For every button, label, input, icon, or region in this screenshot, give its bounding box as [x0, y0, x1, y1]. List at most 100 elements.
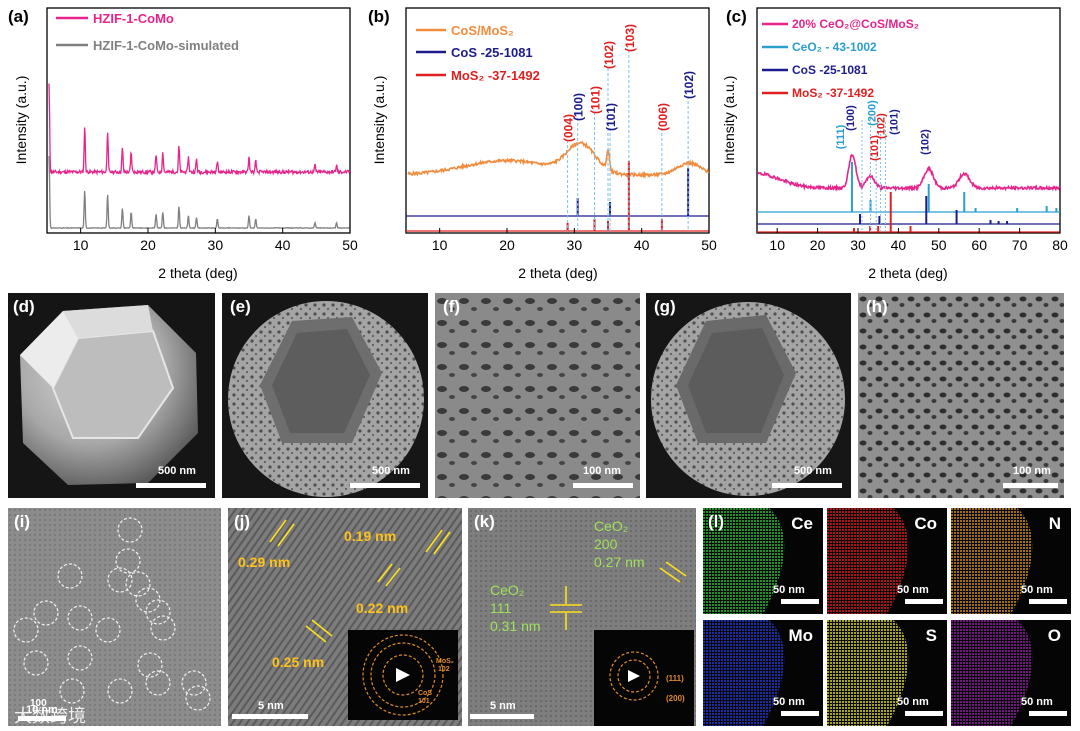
panel-letter-j: (j) [234, 512, 251, 531]
panel-letter-i: (i) [14, 512, 31, 531]
d-spacing-2: 0.19 nm [344, 528, 397, 544]
peak-label: (102) [876, 113, 888, 139]
d-spacing-4: 0.25 nm [272, 654, 325, 670]
sem-image-f: 100 nm (f) [435, 293, 640, 498]
peak-label: (101) [888, 109, 900, 135]
ylabel-b: Intensity (a.u.) [371, 76, 387, 165]
scale-bar [781, 599, 819, 604]
chart-c: (c) 20% CeO₂@CoS/MoS₂ CeO₂ - 43-1002 CoS… [721, 7, 1068, 281]
panel-a: (a) HZIF-1-CoMo HZIF-1-CoMo-simulated 10… [0, 0, 360, 285]
x-tick-label: 20 [810, 237, 826, 253]
peak-label: (101) [604, 103, 618, 131]
peak-label: (100) [572, 93, 586, 121]
panel-b: (b) CoS/MoS₂ CoS -25-1081 MoS₂ -37-1492 … [360, 0, 720, 285]
tem-image-j: 0.29 nm 0.19 nm 0.22 nm 0.25 nm MoS₂ 102… [228, 508, 462, 726]
eds-map-s: S 50 nm [827, 620, 947, 726]
legend-c-2: CoS -25-1081 [792, 63, 868, 77]
nanoparticle-circle [107, 678, 133, 704]
tem-image-i: 100 10 nm 大数跨境 (i) [8, 508, 221, 726]
x-tick-label: 50 [931, 237, 947, 253]
element-label: O [1047, 626, 1061, 645]
peak-label: (101) [869, 135, 881, 161]
d-spacing-1: 0.29 nm [238, 554, 291, 570]
scale-bar-k [470, 714, 534, 719]
x-tick-label: 70 [1012, 237, 1028, 253]
scale-bar-g [772, 483, 842, 488]
panel-letter-a: (a) [8, 7, 29, 26]
series-hzif1-como [48, 83, 351, 177]
scale-bar [781, 711, 819, 716]
scale-bar-e [350, 483, 420, 488]
scale-label-j: 5 nm [258, 700, 284, 712]
legend-c-0: 20% CeO₂@CoS/MoS₂ [792, 17, 919, 31]
x-tick-label: 20 [140, 237, 156, 253]
x-tick-label: 10 [73, 237, 89, 253]
panel-letter-l: (l) [708, 512, 725, 531]
ce-label-1c: 0.27 nm [594, 554, 645, 570]
series-hzif1-como-simulated [48, 155, 350, 230]
legend-c-3: MoS₂ -37-1492 [792, 86, 874, 100]
scale-bar-j [232, 714, 308, 719]
nanoparticle-circle [150, 615, 176, 641]
nanoparticle-circle [145, 599, 171, 625]
scale-label-f: 100 nm [583, 465, 621, 477]
saed-label-2: CoS [418, 690, 432, 697]
element-label: Mo [788, 626, 813, 645]
peak-label: (111) [835, 124, 847, 149]
panel-letter-f: (f) [443, 297, 460, 316]
element-label: S [925, 626, 937, 645]
xlabel-a: 2 theta (deg) [158, 265, 237, 281]
panel-letter-h: (h) [866, 297, 888, 316]
scale-bar [1029, 711, 1067, 716]
peak-label: (200) [867, 100, 879, 126]
scale-bar [1029, 599, 1067, 604]
nanoparticle-circle [23, 650, 49, 676]
ylabel-a: Intensity (a.u.) [13, 76, 29, 165]
x-tick-label: 40 [634, 237, 650, 253]
x-tick-label: 30 [850, 237, 866, 253]
nanoparticle-circle [107, 567, 133, 593]
nanoparticle-circle [57, 563, 83, 589]
sem-image-d: 500 nm (d) [8, 293, 215, 498]
panel-letter-d: (d) [13, 297, 35, 316]
eds-map-co: Co 50 nm [827, 508, 947, 614]
x-tick-label: 50 [701, 237, 717, 253]
saed-label-k1: (111) [666, 674, 684, 683]
peak-label: (103) [623, 24, 637, 52]
nanoparticle-circle [13, 617, 39, 643]
scale-top-i: 100 [30, 698, 47, 709]
scale-bar [905, 599, 943, 604]
ce-label-2b: 111 [490, 600, 512, 616]
x-tick-label: 40 [275, 237, 291, 253]
nanoparticle-circle [67, 645, 93, 671]
panel-letter-e: (e) [230, 297, 251, 316]
scale-label-e: 500 nm [372, 465, 410, 477]
nanoparticle-circle [135, 587, 161, 613]
peak-label: (102) [602, 41, 616, 69]
x-tick-label: 30 [208, 237, 224, 253]
eds-map-n: N 50 nm [951, 508, 1071, 614]
x-tick-label: 40 [891, 237, 907, 253]
saed-label-1: MoS₂ [436, 658, 454, 665]
eds-map-mo: Mo 50 nm [703, 620, 823, 726]
element-label: Ce [791, 514, 813, 533]
legend-c-1: CeO₂ - 43-1002 [792, 40, 877, 54]
nanoparticle-circle [117, 517, 143, 543]
series-cos-mos2 [407, 140, 710, 179]
panel-letter-c: (c) [726, 7, 747, 26]
xlabel-b: 2 theta (deg) [518, 265, 597, 281]
element-label: N [1048, 514, 1061, 533]
nanoparticle-circle [67, 605, 93, 631]
chart-b: (b) CoS/MoS₂ CoS -25-1081 MoS₂ -37-1492 … [368, 7, 717, 281]
peak-label: (100) [845, 105, 857, 131]
peak-label: (102) [682, 71, 696, 99]
scale-label: 50 nm [1021, 584, 1053, 596]
scale-label: 50 nm [773, 584, 805, 596]
scale-label-k: 5 nm [490, 700, 516, 712]
sem-image-g: 500 nm (g) [646, 293, 851, 498]
saed-label-2b: 101 [418, 698, 430, 705]
sem-image-e: 500 nm (e) [222, 293, 428, 498]
peak-label: (004) [562, 114, 576, 142]
scale-label: 50 nm [773, 696, 805, 708]
scale-label-h: 100 nm [1013, 465, 1051, 477]
